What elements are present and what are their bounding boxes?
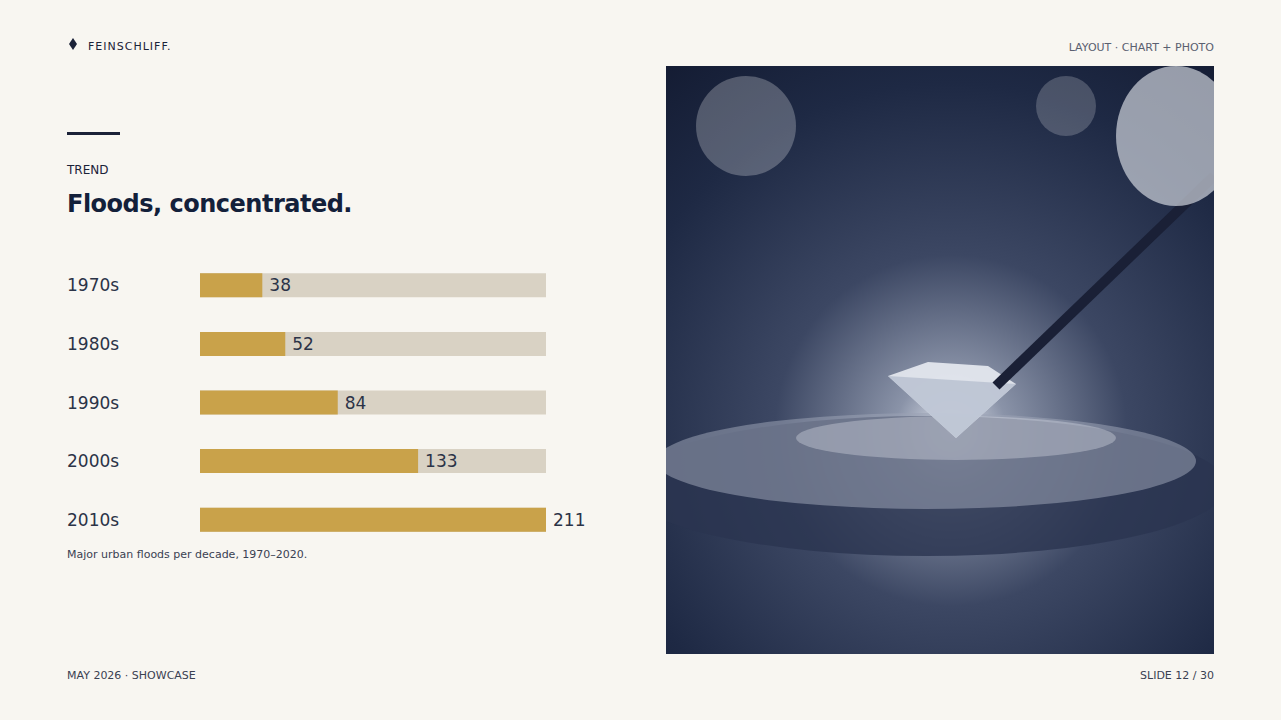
html-text:Major urban floods per decade,: Major urban floods per decade, 1970–2020… bbox=[67, 548, 308, 561]
svg-text:1980s: 1980s bbox=[67, 334, 119, 354]
svg-text:2010s: 2010s bbox=[67, 510, 119, 530]
html-text:TREND: TREND bbox=[67, 163, 109, 177]
html-text:SLIDE 12 / 30: SLIDE 12 / 30 bbox=[1140, 669, 1214, 682]
svg-text:2000s: 2000s bbox=[67, 451, 119, 471]
svg-text:84: 84 bbox=[345, 393, 367, 413]
html-text:Floods, concentrated.: Floods, concentrated. bbox=[67, 190, 352, 218]
html-text:MAY 2026 · SHOWCASE: MAY 2026 · SHOWCASE bbox=[67, 669, 196, 682]
svg-text:1970s: 1970s bbox=[67, 275, 119, 295]
html-text:LAYOUT · CHART + PHOTO: LAYOUT · CHART + PHOTO bbox=[1068, 41, 1214, 54]
svg-text:52: 52 bbox=[292, 334, 314, 354]
svg-text:133: 133 bbox=[425, 451, 457, 471]
svg-text:38: 38 bbox=[269, 275, 291, 295]
svg-text:211: 211 bbox=[553, 510, 585, 530]
html-text:FEINSCHLIFF.: FEINSCHLIFF. bbox=[88, 40, 172, 53]
svg-text:1990s: 1990s bbox=[67, 393, 119, 413]
